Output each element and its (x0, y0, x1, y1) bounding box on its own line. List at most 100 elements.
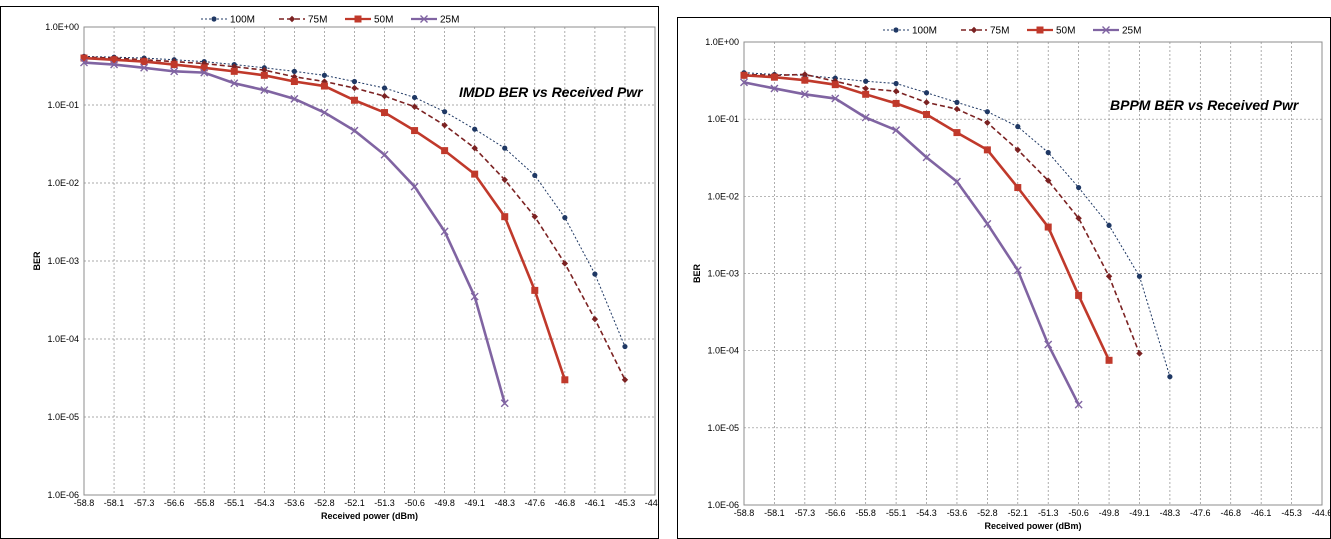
y-tick-label: 1.0E+00 (705, 37, 739, 47)
data-point-75M (351, 84, 358, 92)
data-point-25M (350, 126, 359, 135)
data-point-50M (1044, 223, 1052, 231)
data-point-75M (591, 315, 599, 323)
x-tick-label: -46.1 (585, 498, 606, 508)
plot-area (743, 41, 1323, 506)
data-point-100M (502, 145, 508, 151)
x-axis-title: Received power (dBm) (321, 511, 418, 521)
y-tick-label: 1.0E-03 (707, 269, 739, 279)
chart-bppm: 1.0E+00 1.0E-01 1.0E-02 1.0E-03 1.0E-04 1.0E-… (692, 26, 1330, 532)
data-point-75M (441, 122, 448, 129)
legend-label-25M: 25M (1122, 26, 1141, 37)
data-point-25M (983, 219, 992, 228)
legend-label-25M: 25M (440, 15, 459, 26)
y-tick-label: 1.0E-04 (47, 334, 79, 344)
x-tick-label: -55.8 (194, 498, 215, 508)
chart-panel-imdd: 1.0E+00 1.0E-01 1.0E-02 1.0E-03 1.0E-04 1.0E-… (0, 6, 659, 539)
data-point-100M (1076, 184, 1082, 191)
data-point-50M (1014, 184, 1022, 192)
data-point-75M (621, 376, 629, 383)
data-point-50M (831, 81, 839, 89)
data-point-25M (500, 399, 509, 408)
data-point-25M (800, 90, 809, 99)
data-point-100M (532, 172, 538, 179)
data-point-100M (622, 343, 628, 350)
data-point-25M (740, 78, 748, 87)
data-point-50M (350, 96, 358, 104)
data-point-100M (592, 271, 598, 277)
chart-title: IMDD BER vs Received Pwr (459, 84, 644, 100)
legend-marker-75M (970, 26, 978, 34)
x-tick-label: -57.3 (134, 498, 155, 508)
series-line-25M (743, 81, 1080, 406)
x-tick-label: -44.6 (1312, 508, 1330, 518)
y-tick-label: 1.0E-01 (707, 114, 739, 124)
chart-imdd: 1.0E+00 1.0E-01 1.0E-02 1.0E-03 1.0E-04 1.0E-… (32, 15, 658, 522)
legend-marker-75M (288, 15, 296, 23)
x-tick-label: -47.6 (1190, 508, 1211, 518)
data-point-75M (381, 92, 388, 100)
data-point-75M (261, 66, 268, 74)
data-point-25M (170, 67, 179, 76)
data-point-25M (320, 108, 329, 117)
x-tick-label: -57.3 (795, 508, 816, 518)
data-point-100M (1106, 222, 1112, 229)
data-point-50M (80, 54, 88, 62)
data-point-100M (442, 109, 448, 115)
data-point-25M (831, 94, 840, 103)
data-point-100M (411, 94, 418, 101)
data-point-100M (954, 99, 960, 105)
data-point-50M (110, 56, 118, 64)
data-point-50M (953, 129, 961, 137)
data-point-75M (923, 99, 930, 106)
x-tick-label: -55.1 (886, 508, 907, 518)
x-tick-label: -44.6 (645, 498, 658, 508)
x-tick-label: -46.8 (1220, 508, 1241, 518)
data-point-25M (140, 63, 149, 72)
data-point-50M (200, 64, 208, 72)
data-point-50M (801, 76, 809, 84)
x-tick-label: -45.3 (615, 498, 636, 508)
y-tick-label: 1.0E-05 (707, 423, 739, 433)
data-point-75M (984, 119, 991, 126)
x-tick-label: -50.6 (404, 498, 425, 508)
y-tick-label: 1.0E-02 (47, 178, 79, 188)
legend-label-75M: 75M (308, 15, 327, 26)
data-point-50M (983, 146, 991, 154)
data-point-50M (740, 71, 748, 79)
data-point-50M (471, 170, 479, 178)
data-point-50M (862, 90, 870, 98)
x-tick-label: -51.3 (1038, 508, 1059, 518)
y-tick-label: 1.0E-01 (47, 100, 79, 110)
data-point-100M (893, 80, 899, 87)
data-point-100M (321, 72, 328, 78)
legend-marker-25M (1102, 26, 1110, 34)
x-tick-label: -46.8 (555, 498, 576, 508)
data-point-100M (472, 126, 478, 132)
x-tick-label: -53.6 (284, 498, 305, 508)
data-point-50M (441, 147, 449, 155)
data-point-75M (892, 88, 900, 95)
x-tick-label: -52.8 (314, 498, 335, 508)
x-tick-label: -48.3 (494, 498, 515, 508)
data-point-25M (952, 177, 961, 186)
data-point-25M (1044, 340, 1053, 349)
legend-marker-100M (893, 27, 899, 33)
data-point-25M (1013, 266, 1022, 275)
data-point-75M (501, 176, 508, 183)
data-point-100M (351, 78, 358, 85)
y-tick-label: 1.0E-04 (707, 346, 739, 356)
data-point-50M (381, 109, 389, 117)
x-tick-label: -54.3 (254, 498, 275, 508)
series-line-75M (743, 73, 1141, 354)
x-tick-label: -49.1 (1129, 508, 1150, 518)
data-point-100M (562, 215, 568, 221)
y-axis-title: BER (692, 264, 702, 284)
chart-panel-bppm: 1.0E+00 1.0E-01 1.0E-02 1.0E-03 1.0E-04 1.0E-… (677, 17, 1331, 539)
legend-label-50M: 50M (374, 15, 393, 26)
x-tick-label: -47.6 (525, 498, 546, 508)
y-tick-label: 1.0E-06 (707, 500, 739, 510)
data-point-25M (260, 86, 269, 95)
x-tick-label: -58.1 (104, 498, 125, 508)
data-point-75M (1136, 350, 1143, 357)
